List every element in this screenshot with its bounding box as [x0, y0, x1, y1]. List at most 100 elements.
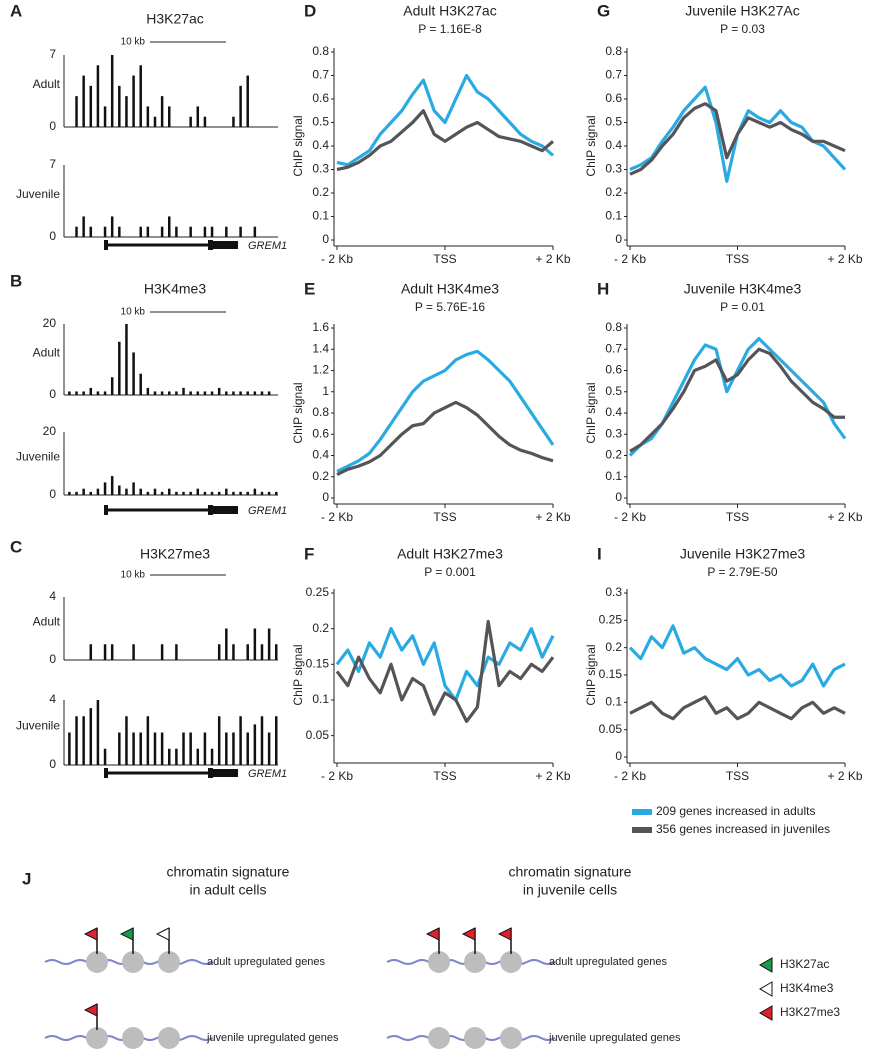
gene-exon — [208, 768, 213, 778]
y-tick-label: 0.05 — [306, 728, 330, 742]
signal-bar — [168, 748, 171, 765]
signal-bar — [168, 106, 171, 127]
signal-bar — [253, 226, 257, 237]
y-tick-label: 0.3 — [605, 426, 622, 440]
signal-line — [336, 400, 554, 477]
signal-bar — [246, 491, 249, 495]
signal-bar — [225, 391, 228, 395]
signal-bar — [210, 226, 214, 237]
signal-bar — [225, 488, 228, 495]
signal-bar — [125, 716, 128, 765]
track-name: Adult — [33, 346, 61, 360]
signal-bar — [239, 491, 242, 495]
panel-label: I — [597, 544, 602, 563]
signal-bar — [203, 391, 207, 395]
y-axis-label: ChIP signal — [291, 382, 305, 443]
signal-bar — [146, 226, 150, 237]
y-tick-label: 4 — [49, 589, 56, 603]
gene-name: GREM1 — [248, 505, 287, 517]
signal-bar — [75, 96, 78, 127]
y-tick-label: 0.4 — [312, 138, 329, 152]
signal-bar — [275, 716, 278, 765]
y-tick-label: 1.6 — [312, 320, 329, 334]
gene-exon — [104, 505, 108, 515]
chart-subtitle: P = 0.03 — [720, 22, 765, 36]
chart-title: Juvenile H3K27Ac — [685, 3, 799, 19]
signal-bar — [89, 644, 93, 660]
signal-bar — [139, 488, 142, 495]
y-tick-label: 0.25 — [306, 585, 330, 599]
signal-bar — [253, 488, 257, 495]
y-tick-label: 0.8 — [605, 320, 622, 334]
chart-title: Juvenile H3K4me3 — [684, 281, 802, 297]
chart-title: Adult H3K27ac — [403, 3, 496, 19]
signal-bar — [153, 116, 157, 127]
y-tick-label: 0.6 — [312, 91, 329, 105]
nucleosome — [158, 951, 180, 973]
legend-swatch — [632, 809, 652, 815]
x-tick-label: TSS — [433, 769, 456, 783]
y-tick-label: 20 — [43, 316, 57, 330]
signal-bar — [153, 488, 157, 495]
signal-bar — [89, 85, 93, 127]
y-tick-label: 0.7 — [605, 68, 622, 82]
y-tick-label: 0 — [49, 119, 56, 133]
signal-bar — [232, 491, 235, 495]
x-tick-label: - 2 Kb — [321, 510, 353, 524]
y-tick-label: 0.4 — [605, 405, 622, 419]
signal-line — [336, 109, 555, 172]
signal-bar — [96, 488, 100, 495]
scale-label: 10 kb — [121, 37, 146, 48]
signal-bar — [260, 391, 264, 395]
signal-bar — [260, 644, 264, 660]
gene-exon — [213, 769, 238, 777]
mark-label: H3K27me3 — [780, 1005, 840, 1019]
signal-bar — [239, 85, 242, 127]
signal-bar — [103, 482, 107, 495]
signal-bar — [260, 491, 264, 495]
y-tick-label: 0.4 — [605, 138, 622, 152]
signal-bar — [189, 391, 192, 395]
signal-bar — [210, 391, 214, 395]
signal-bar — [168, 488, 171, 495]
chart-subtitle: P = 1.16E-8 — [418, 22, 482, 36]
y-tick-label: 0.25 — [599, 613, 623, 627]
signal-bar — [203, 491, 207, 495]
signal-bar — [175, 226, 178, 237]
x-tick-label: + 2 Kb — [827, 769, 862, 783]
signal-bar — [146, 716, 150, 765]
signal-bar — [103, 644, 107, 660]
signal-bar — [146, 387, 150, 395]
signal-bar — [217, 644, 221, 660]
signal-bar — [160, 491, 164, 495]
y-tick-label: 0.1 — [312, 692, 329, 706]
signal-bar — [82, 391, 85, 395]
signal-bar — [146, 491, 150, 495]
signal-bar — [89, 491, 93, 495]
nucleosome — [122, 1027, 144, 1049]
flag — [425, 927, 440, 941]
signal-bar — [82, 488, 85, 495]
signal-bar — [82, 216, 85, 237]
signal-bar — [225, 732, 228, 765]
x-tick-label: TSS — [433, 510, 456, 524]
signal-bar — [267, 732, 271, 765]
signal-bar — [160, 391, 164, 395]
signal-bar — [110, 216, 114, 237]
signal-bar — [139, 373, 142, 395]
signal-bar — [68, 391, 71, 395]
signal-bar — [182, 732, 185, 765]
y-tick-label: 0.8 — [605, 44, 622, 58]
signal-bar — [110, 644, 114, 660]
signal-bar — [96, 65, 100, 127]
y-axis-label: ChIP signal — [584, 644, 598, 705]
signal-bar — [75, 391, 78, 395]
chart-subtitle: P = 2.79E-50 — [707, 565, 777, 579]
y-axis-label: ChIP signal — [291, 644, 305, 705]
signal-bar — [139, 65, 142, 127]
signal-bar — [210, 491, 214, 495]
panel-label: D — [304, 1, 316, 20]
signal-bar — [246, 644, 249, 660]
signal-bar — [75, 491, 78, 495]
gene-name: GREM1 — [248, 768, 287, 780]
